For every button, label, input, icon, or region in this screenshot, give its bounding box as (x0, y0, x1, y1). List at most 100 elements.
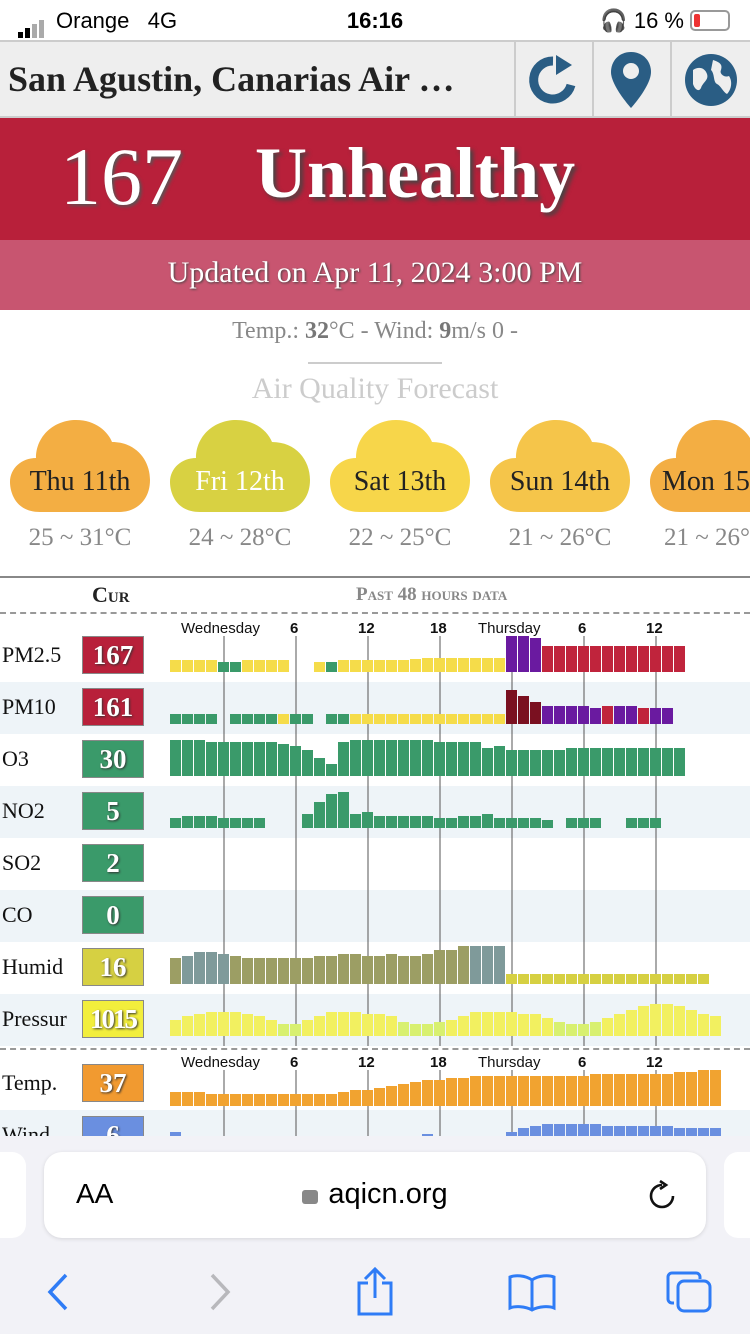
refresh-button[interactable] (514, 42, 590, 118)
value-badge: 167 (82, 636, 144, 674)
history-bar (410, 816, 421, 828)
browser-toolbar: AA aqicn.org (0, 1136, 750, 1334)
history-bar (446, 714, 457, 724)
history-bar (626, 1126, 637, 1138)
history-bar (446, 1078, 457, 1106)
share-button[interactable] (345, 1264, 405, 1320)
forecast-day[interactable]: Sat 13th 22 ~ 25°C (320, 412, 480, 562)
cloud-icon (10, 420, 150, 512)
pollutant-row-pm25[interactable]: PM2.5 167 (0, 630, 750, 682)
history-bar (686, 974, 697, 984)
history-bar (518, 696, 529, 724)
history-bar (314, 1016, 325, 1036)
history-bar (506, 636, 517, 672)
reader-aa-button[interactable]: AA (76, 1178, 114, 1209)
pollutant-row-co[interactable]: CO 0 (0, 890, 750, 942)
history-bar (614, 646, 625, 672)
forecast-temp-range: 24 ~ 28°C (188, 524, 292, 551)
history-bar (518, 818, 529, 828)
history-bar (170, 714, 181, 724)
history-bar (266, 958, 277, 984)
history-bar (494, 746, 505, 776)
history-bar (686, 1010, 697, 1036)
history-bar (194, 952, 205, 984)
history-bar (278, 744, 289, 776)
history-bar (590, 1124, 601, 1138)
history-bar (398, 1084, 409, 1106)
forecast-day[interactable]: Sun 14th 21 ~ 26°C (480, 412, 640, 562)
next-tab-card[interactable] (724, 1152, 750, 1238)
history-bar (410, 1082, 421, 1106)
forecast-day[interactable]: Fri 12th 24 ~ 28°C (160, 412, 320, 562)
pollutant-row-no2[interactable]: NO2 5 (0, 786, 750, 838)
history-bar (590, 708, 601, 724)
address-bar[interactable]: AA aqicn.org (44, 1152, 706, 1238)
pollutant-row-humidity[interactable]: Humid 16 (0, 942, 750, 994)
history-bar (218, 818, 229, 828)
history-bar (470, 946, 481, 984)
history-bar (458, 742, 469, 776)
book-icon (508, 1274, 556, 1312)
chevron-right-icon (210, 1273, 231, 1311)
history-bar (314, 956, 325, 984)
forecast-day[interactable]: Mon 15th 21 ~ 26°C (640, 412, 750, 562)
history-bar (374, 740, 385, 776)
bookmarks-button[interactable] (502, 1264, 562, 1320)
history-bar (314, 1094, 325, 1106)
history-bar (206, 714, 217, 724)
prev-tab-card[interactable] (0, 1152, 26, 1238)
globe-button[interactable] (670, 42, 750, 118)
battery-icon (690, 10, 730, 31)
history-bar (578, 706, 589, 724)
history-bar (350, 1090, 361, 1106)
history-bar (254, 742, 265, 776)
refresh-icon (529, 55, 576, 104)
history-bar (518, 750, 529, 776)
history-bar (386, 1016, 397, 1036)
dashed-separator (0, 1048, 750, 1050)
history-bar (698, 974, 709, 984)
history-bar (590, 974, 601, 984)
history-bar (530, 974, 541, 984)
history-bar (374, 816, 385, 828)
history-bar (182, 660, 193, 672)
history-bar (254, 1094, 265, 1106)
history-bar (302, 1020, 313, 1036)
history-bar (662, 1004, 673, 1036)
history-bar (566, 974, 577, 984)
signal-icon (18, 12, 46, 38)
location-button[interactable] (592, 42, 668, 118)
forward-button[interactable] (190, 1264, 250, 1320)
cloud-icon (650, 420, 750, 512)
station-title: San Agustin, Canarias Air … (8, 59, 455, 99)
reload-icon[interactable] (646, 1180, 678, 1212)
history-bar (482, 748, 493, 776)
history-bar (206, 1012, 217, 1036)
history-bar (446, 1020, 457, 1036)
back-button[interactable] (28, 1264, 88, 1320)
forecast-day[interactable]: Thu 11th 25 ~ 31°C (0, 412, 160, 562)
pollutant-row-temp[interactable]: Temp. 37 (0, 1058, 750, 1110)
history-bar (470, 1012, 481, 1036)
history-bar (434, 658, 445, 672)
pollutant-row-o3[interactable]: O3 30 (0, 734, 750, 786)
history-bar (554, 750, 565, 776)
tabs-button[interactable] (660, 1264, 720, 1320)
history-bar (626, 748, 637, 776)
value-badge: 37 (82, 1064, 144, 1102)
history-bar (374, 1088, 385, 1106)
history-bar (506, 974, 517, 984)
pollutant-row-so2[interactable]: SO2 2 (0, 838, 750, 890)
history-bar (602, 1074, 613, 1106)
history-bar (302, 814, 313, 828)
history-bar (398, 816, 409, 828)
history-bar (494, 1012, 505, 1036)
history-bar (182, 714, 193, 724)
history-bar (458, 946, 469, 984)
history-bar (542, 1124, 553, 1138)
history-bar (218, 1094, 229, 1106)
clock: 16:16 (346, 8, 404, 33)
headphones-icon: 🎧 (600, 8, 628, 33)
history-bar (470, 816, 481, 828)
history-bar (626, 646, 637, 672)
